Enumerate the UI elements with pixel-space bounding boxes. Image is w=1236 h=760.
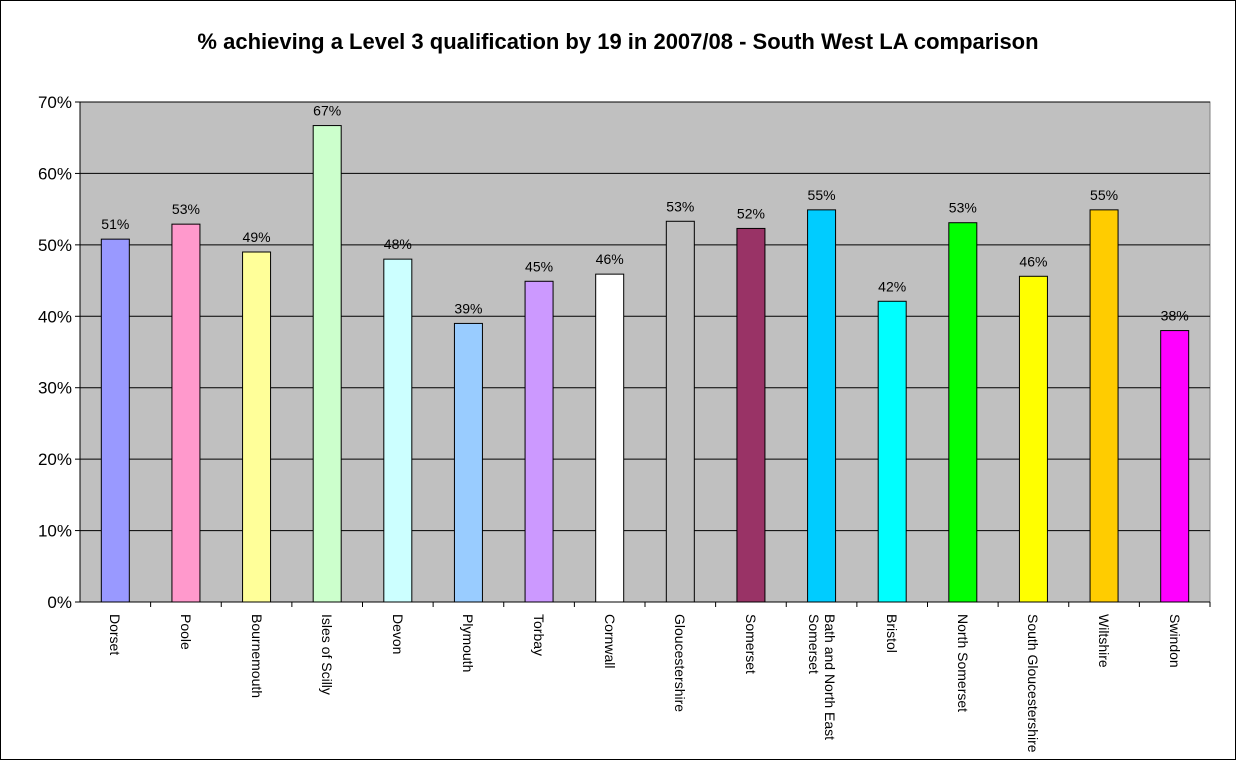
bar: [242, 251, 272, 603]
bar: [877, 300, 907, 603]
chart-title: % achieving a Level 3 qualification by 1…: [197, 29, 1039, 54]
value-label: 52%: [737, 205, 765, 221]
bar: [1018, 275, 1048, 603]
y-tick-label: 20%: [38, 450, 72, 469]
value-label: 53%: [666, 198, 694, 214]
x-tick-label: North Somerset: [954, 614, 971, 713]
bar: [312, 125, 342, 603]
x-tick-label: South Gloucestershire: [1025, 614, 1042, 753]
bar: [595, 273, 625, 603]
x-tick-label: Wiltshire: [1096, 614, 1113, 668]
value-label: 46%: [1019, 253, 1047, 269]
y-tick-label: 0%: [47, 593, 72, 612]
value-label: 53%: [949, 200, 977, 216]
x-tick-label: Devon: [389, 614, 406, 655]
x-tick-label: Torbay: [531, 614, 548, 657]
value-label: 39%: [454, 300, 482, 316]
y-tick-label: 50%: [38, 236, 72, 255]
bar: [524, 280, 554, 603]
x-tick-label: Bristol: [884, 614, 901, 653]
value-label: 46%: [596, 251, 624, 267]
bar: [665, 220, 695, 603]
y-tick-label: 40%: [38, 307, 72, 326]
value-label: 38%: [1161, 308, 1189, 324]
value-label: 55%: [808, 187, 836, 203]
title-box: % achieving a Level 3 qualification by 1…: [197, 29, 1039, 54]
bar: [948, 222, 978, 603]
value-label: 45%: [525, 258, 553, 274]
x-tick-label: Cornwall: [601, 614, 618, 669]
value-label: 55%: [1090, 187, 1118, 203]
x-tick-label: Plymouth: [460, 614, 477, 673]
value-label: 42%: [878, 278, 906, 294]
x-tick-label: Gloucestershire: [672, 614, 689, 713]
x-tick-label: Bournemouth: [248, 614, 265, 699]
x-tick-label: Swindon: [1166, 614, 1183, 668]
value-label: 53%: [172, 201, 200, 217]
value-label: 49%: [243, 229, 271, 245]
y-tick-label: 60%: [38, 164, 72, 183]
bar: [1089, 209, 1119, 603]
bar: [453, 322, 483, 603]
value-label: 48%: [384, 236, 412, 252]
bar: [1160, 330, 1190, 603]
x-tick-label: Somerset: [742, 614, 759, 674]
x-tick-label: Poole: [177, 614, 194, 650]
bar: [383, 258, 413, 603]
bar: [171, 223, 201, 603]
value-label: 67%: [313, 103, 341, 119]
x-tick-label: Dorset: [107, 614, 124, 656]
y-tick-label: 10%: [38, 522, 72, 541]
bar: [807, 209, 837, 603]
y-tick-label: 70%: [38, 93, 72, 112]
y-tick-label: 30%: [38, 379, 72, 398]
bar: [100, 238, 130, 603]
value-label: 51%: [101, 216, 129, 232]
x-tick-label: Isles of Scilly: [319, 614, 336, 695]
x-tick-label: Bath and North East Somerset: [805, 614, 838, 741]
bar: [736, 227, 766, 603]
